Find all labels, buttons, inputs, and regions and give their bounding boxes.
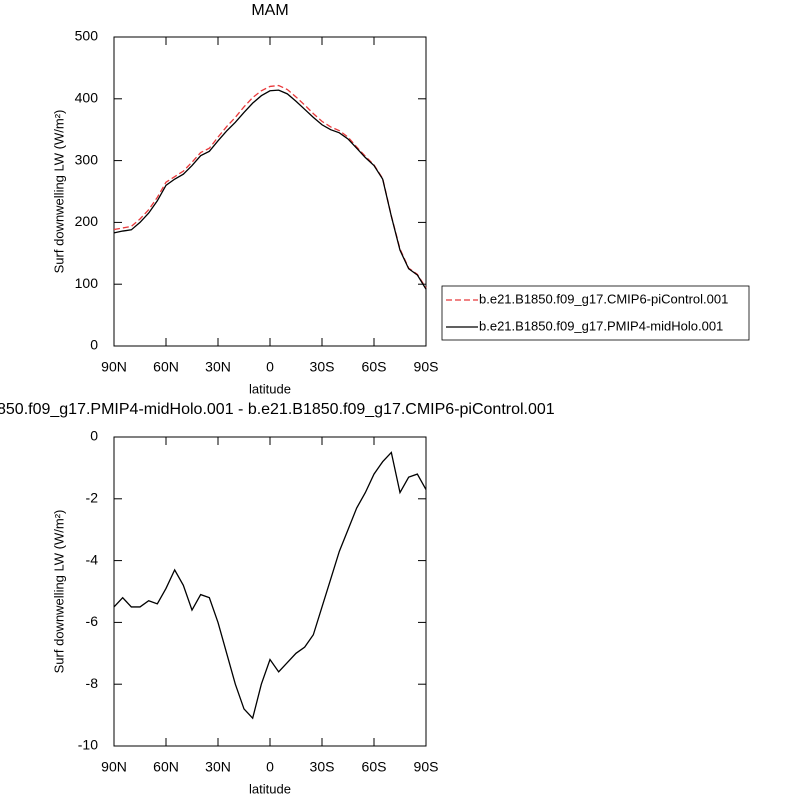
x-tick-label: 60N [153,759,179,775]
x-axis-label: latitude [249,381,291,396]
legend-label: b.e21.B1850.f09_g17.PMIP4-midHolo.001 [479,318,723,333]
y-tick-label: 400 [75,90,99,106]
y-tick-label: 0 [90,428,98,444]
x-tick-label: 30S [310,359,335,375]
x-tick-label: 90N [101,759,127,775]
x-tick-label: 90S [414,759,439,775]
x-tick-label: 30N [205,359,231,375]
x-tick-label: 90N [101,359,127,375]
y-tick-label: 300 [75,151,99,167]
chart-title: MAM [251,2,288,19]
plot-frame [113,436,427,747]
legend-box [441,285,750,341]
x-tick-label: 0 [266,359,274,375]
y-axis-label: Surf downwelling LW (W/m²) [51,110,66,274]
x-tick-label: 90S [414,359,439,375]
y-tick-label: 0 [90,337,98,353]
y-tick-label: -2 [86,490,99,506]
y-tick-label: -8 [86,675,99,691]
x-tick-label: 60S [362,359,387,375]
x-tick-label: 30S [310,759,335,775]
y-tick-label: -4 [86,551,99,567]
legend-label: b.e21.B1850.f09_g17.CMIP6-piControl.001 [479,291,728,306]
y-axis-label: Surf downwelling LW (W/m²) [51,510,66,674]
y-tick-label: -10 [78,737,98,753]
y-tick-label: 200 [75,213,99,229]
x-tick-label: 0 [266,759,274,775]
data-line [113,451,427,720]
x-tick-label: 60N [153,359,179,375]
x-tick-label: 60S [362,759,387,775]
y-tick-label: -6 [86,613,99,629]
chart-title: 850.f09_g17.PMIP4-midHolo.001 - b.e21.B1… [0,401,555,418]
y-tick-label: 100 [75,275,99,291]
x-tick-label: 30N [205,759,231,775]
x-axis-label: latitude [249,781,291,796]
y-tick-label: 500 [75,28,99,44]
data-line [113,84,427,289]
data-line [113,89,427,290]
